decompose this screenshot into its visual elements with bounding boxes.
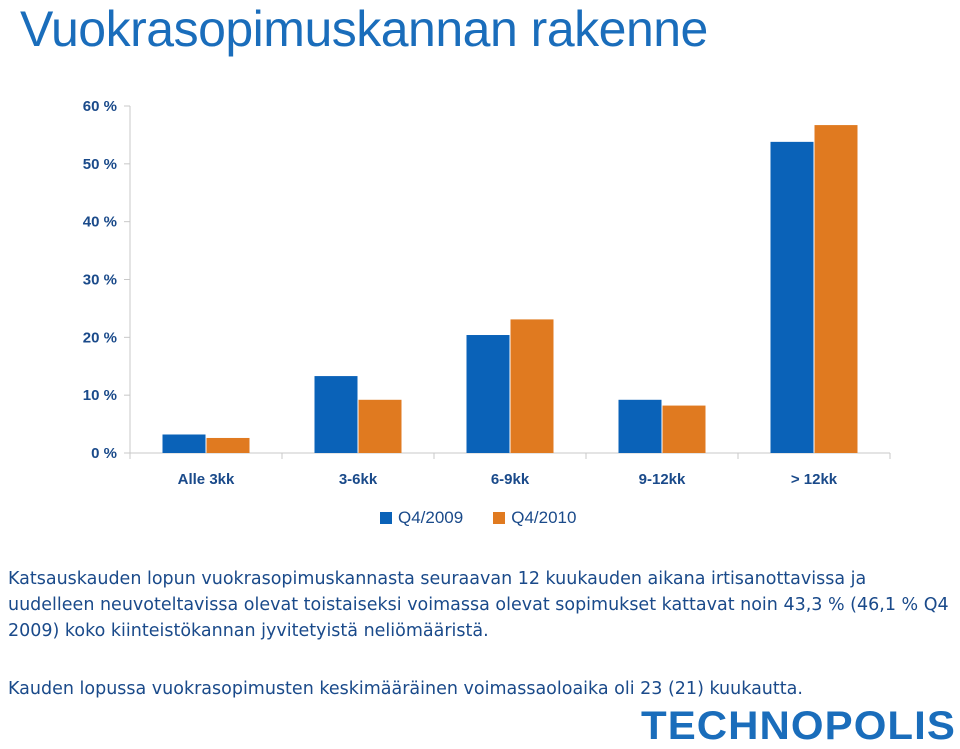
legend-swatch-q2009 — [380, 512, 392, 524]
bar-q4-2009 — [314, 376, 358, 453]
bar-q4-2010 — [814, 125, 858, 454]
x-category-label: Alle 3kk — [178, 471, 235, 488]
chart-labels: 0 % 10 % 20 % 30 % 40 % 50 % 60 % Alle 3kk 3-6kk… — [83, 98, 838, 488]
legend-label-q2010: Q4/2010 — [511, 508, 577, 527]
bar-q4-2009 — [770, 141, 814, 453]
bar-chart: 0 % 10 % 20 % 30 % 40 % 50 % 60 % Alle 3kk 3-6kk… — [83, 98, 891, 488]
duration-paragraph: Kauden lopussa vuokrasopimusten keskimää… — [8, 679, 803, 699]
summary-paragraph: Katsauskauden lopun vuokrasopimuskannast… — [8, 569, 949, 641]
bar-q4-2010 — [358, 399, 402, 453]
chart-axes — [124, 105, 891, 459]
y-tick-label: 10 % — [83, 387, 117, 404]
x-category-label: 6-9kk — [491, 471, 530, 488]
y-tick-label: 60 % — [83, 98, 117, 115]
y-tick-label: 50 % — [83, 156, 117, 173]
x-category-label: 9-12kk — [639, 471, 686, 488]
legend-label-q2009: Q4/2009 — [398, 508, 464, 527]
y-tick-label: 30 % — [83, 272, 117, 289]
legend-item-q2009: Q4/2009 — [380, 508, 463, 528]
bar-q4-2009 — [618, 399, 662, 453]
y-tick-label: 40 % — [83, 214, 117, 231]
page-title: Vuokrasopimuskannan rakenne — [20, 1, 708, 57]
y-tick-label: 20 % — [83, 329, 117, 346]
legend-swatch-q2010 — [493, 512, 506, 524]
x-category-label: 3-6kk — [339, 471, 378, 488]
technopolis-logo: TECHNOPOLIS — [641, 704, 956, 748]
bar-q4-2009 — [466, 335, 510, 453]
x-category-label: > 12kk — [791, 471, 838, 488]
chart-legend: Q4/2009 Q4/2010 — [380, 508, 576, 528]
chart-bars — [162, 125, 858, 454]
bar-q4-2010 — [662, 405, 706, 453]
bar-q4-2010 — [206, 437, 250, 453]
bar-q4-2010 — [510, 319, 554, 453]
legend-item-q2010: Q4/2010 — [493, 508, 576, 528]
bar-q4-2009 — [162, 434, 206, 453]
y-tick-label: 0 % — [91, 445, 117, 462]
